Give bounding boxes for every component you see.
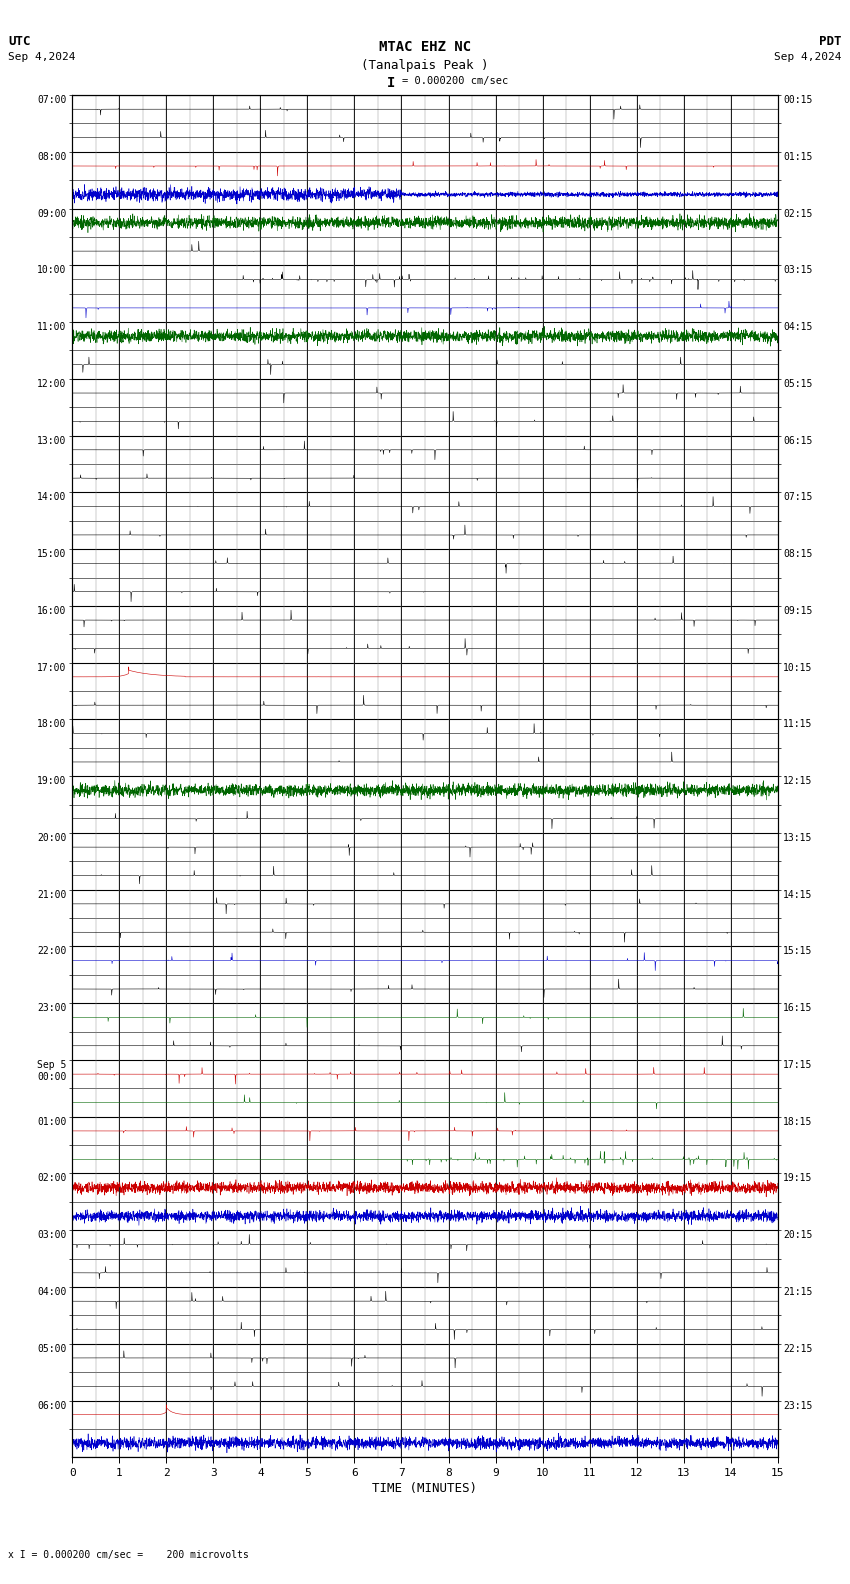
Text: MTAC EHZ NC: MTAC EHZ NC <box>379 40 471 54</box>
Text: x I = 0.000200 cm/sec =    200 microvolts: x I = 0.000200 cm/sec = 200 microvolts <box>8 1551 249 1560</box>
X-axis label: TIME (MINUTES): TIME (MINUTES) <box>372 1483 478 1495</box>
Text: Sep 4,2024: Sep 4,2024 <box>8 52 76 62</box>
Text: = 0.000200 cm/sec: = 0.000200 cm/sec <box>402 76 508 86</box>
Text: PDT: PDT <box>819 35 842 48</box>
Text: UTC: UTC <box>8 35 31 48</box>
Text: Sep 4,2024: Sep 4,2024 <box>774 52 842 62</box>
Text: I: I <box>387 76 395 90</box>
Text: (Tanalpais Peak ): (Tanalpais Peak ) <box>361 59 489 71</box>
